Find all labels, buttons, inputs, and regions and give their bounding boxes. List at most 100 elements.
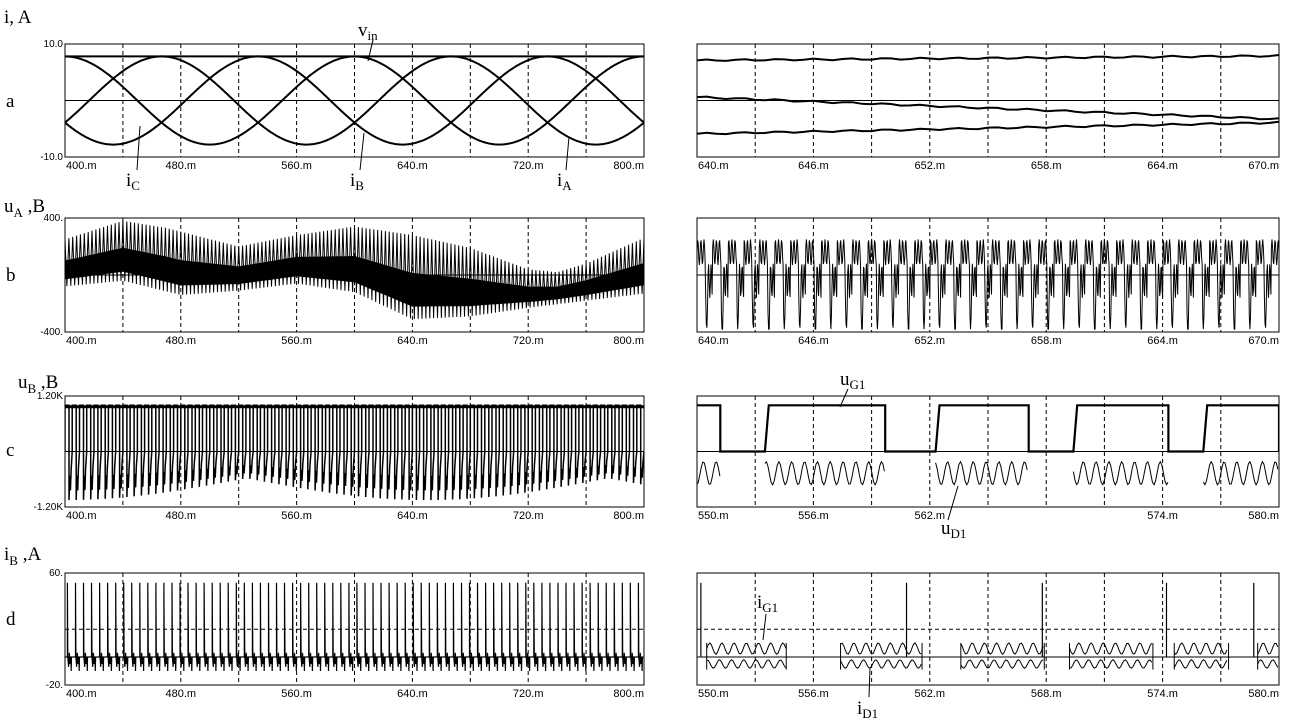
annotation-i-g1-leader (762, 613, 767, 641)
x-tick-label: 640.m (698, 160, 729, 172)
series-iG1-ripple (960, 642, 1044, 655)
annotation-u-d1: uD1 (941, 518, 966, 541)
plot-area (697, 239, 1279, 330)
annotation-v-in: vin (358, 20, 378, 43)
y-label-b: uA ,B (4, 196, 45, 220)
x-tick-label: 720.m (513, 335, 544, 347)
x-tick-label: 580.m (1248, 688, 1279, 700)
series-uD1 (764, 460, 885, 486)
x-tick-label: 562.m (915, 510, 946, 522)
x-tick-label: 652.m (915, 335, 946, 347)
series-iG1-ripple (1173, 642, 1228, 655)
series-uD1 (935, 460, 1028, 486)
series-top (697, 54, 1279, 62)
x-tick-label: 720.m (513, 688, 544, 700)
annotation-u-d1-leader (947, 485, 959, 521)
plot-area (65, 55, 644, 146)
series-iB (65, 582, 643, 672)
series-uA (65, 220, 644, 320)
x-tick-label: 652.m (915, 160, 946, 172)
x-tick-label: 640.m (397, 160, 428, 172)
x-tick-label: 568.m (1031, 688, 1062, 700)
annotation-i-c: iC (126, 170, 140, 193)
series-iG1-ripple (1069, 642, 1153, 655)
plot-area (697, 404, 1279, 486)
x-tick-label: 658.m (1031, 335, 1062, 347)
x-tick-label: 550.m (698, 688, 729, 700)
x-tick-label: 574.m (1147, 688, 1178, 700)
x-tick-label: 640.m (397, 335, 428, 347)
x-tick-label: 800.m (613, 335, 644, 347)
x-tick-label: 800.m (613, 160, 644, 172)
y-tick-label: 1.20K (37, 391, 63, 402)
series-uA-band (65, 247, 644, 307)
x-tick-label: 480.m (166, 335, 197, 347)
x-tick-label: 400.m (66, 510, 97, 522)
row-letter-c: c (6, 440, 14, 461)
row-letter-b: b (6, 265, 16, 286)
annotation-v-in-leader (367, 39, 374, 62)
x-tick-label: 640.m (397, 510, 428, 522)
annotation-i-d1: iD1 (857, 698, 878, 721)
x-tick-label: 664.m (1147, 335, 1178, 347)
panel-d-left: 400.m 480.m 560.m 640.m 720.m 800.m 60. -20. (46, 568, 645, 700)
x-tick-label: 658.m (1031, 160, 1062, 172)
panel-a-right: 640.m 646.m 652.m 658.m 664.m 670.m (696, 43, 1280, 172)
x-tick-label: 720.m (513, 510, 544, 522)
x-tick-label: 670.m (1248, 335, 1279, 347)
series-iC (65, 55, 644, 146)
x-tick-label: 720.m (513, 160, 544, 172)
x-tick-label: 580.m (1248, 510, 1279, 522)
annotation-i-a: iA (557, 170, 572, 193)
y-label-a: i, A (4, 7, 32, 28)
series-iG1-ripple (840, 642, 922, 655)
annotation-i-c-leader (136, 125, 141, 171)
x-tick-label: 646.m (798, 335, 829, 347)
x-tick-label: 800.m (613, 688, 644, 700)
x-tick-label: 640.m (698, 335, 729, 347)
x-tick-label: 480.m (166, 160, 197, 172)
panel-c-left: 400.m 480.m 560.m 640.m 720.m 800.m 1.20K -1.20… (34, 391, 645, 522)
row-letter-d: d (6, 609, 16, 630)
annotation-i-b-leader (359, 132, 365, 171)
series-uD1 (1202, 460, 1279, 486)
series-iD1-ripple (706, 659, 787, 669)
x-tick-label: 646.m (798, 160, 829, 172)
x-tick-label: 550.m (698, 510, 729, 522)
series-iG1-ripple (706, 642, 787, 655)
series-iD1-ripple (960, 659, 1044, 669)
series-middle (697, 95, 1279, 121)
x-tick-label: 574.m (1147, 510, 1178, 522)
series-uG1 (697, 404, 1279, 453)
panel-d-right: 550.m 556.m 562.m 568.m 574.m 580.m (696, 572, 1280, 700)
annotation-i-g1: iG1 (757, 592, 778, 615)
annotation-u-g1: uG1 (840, 369, 865, 392)
x-tick-label: 400.m (66, 688, 97, 700)
x-tick-label: 560.m (281, 510, 312, 522)
x-tick-label: 400.m (66, 160, 97, 172)
annotation-i-d1-leader (868, 667, 871, 698)
series-iG1-ripple (1257, 642, 1279, 655)
x-tick-label: 664.m (1147, 160, 1178, 172)
x-tick-label: 560.m (281, 335, 312, 347)
series-iD1-ripple (1069, 659, 1153, 669)
series-uD1 (697, 461, 721, 486)
annotation-i-a-leader (565, 136, 570, 171)
y-label-c: uB ,B (18, 372, 58, 396)
y-tick-label: 60. (49, 568, 63, 579)
series-iD1-ripple (1173, 659, 1228, 669)
panel-b-right: 640.m 646.m 652.m 658.m 664.m 670.m (696, 217, 1280, 347)
panel-b-left: 400.m 480.m 560.m 640.m 720.m 800.m 400. -400. (40, 213, 645, 347)
x-tick-label: 562.m (915, 688, 946, 700)
series-uB (65, 404, 644, 501)
x-tick-label: 400.m (66, 335, 97, 347)
panel-a-left: 400.m 480.m 560.m 640.m 720.m 800.m 10.0 -10.0 (40, 39, 645, 172)
x-tick-label: 560.m (281, 688, 312, 700)
plot-area (65, 582, 644, 672)
x-tick-label: 556.m (798, 688, 829, 700)
plot-area (697, 54, 1279, 136)
y-tick-label: -400. (40, 327, 63, 338)
panel-c-right: 550.m 556.m 562.m 574.m 580.m (696, 395, 1280, 522)
series-uD1 (1072, 460, 1169, 486)
